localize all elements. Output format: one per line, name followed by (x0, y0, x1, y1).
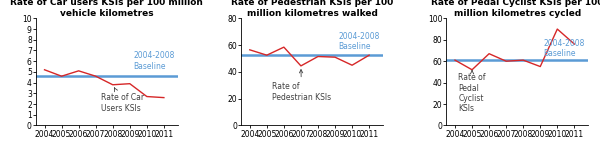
Text: Rate of Car
Users KSIs: Rate of Car Users KSIs (101, 88, 144, 113)
Text: 2004-2008
Baseline: 2004-2008 Baseline (133, 51, 175, 71)
Text: 2004-2008
Baseline: 2004-2008 Baseline (338, 32, 380, 51)
Title: Rate of Pedal Cyclist KSIs per 100
million kilometres cycled: Rate of Pedal Cyclist KSIs per 100 milli… (431, 0, 600, 18)
Title: Rate of Car users KSIs per 100 million
vehicle kilometres: Rate of Car users KSIs per 100 million v… (10, 0, 203, 18)
Text: Rate of
Pedestrian KSIs: Rate of Pedestrian KSIs (272, 70, 331, 102)
Text: 2004-2008
Baseline: 2004-2008 Baseline (544, 39, 585, 58)
Title: Rate of Pedestrian KSIs per 100
million kilometres walked: Rate of Pedestrian KSIs per 100 million … (231, 0, 393, 18)
Text: Rate of
Pedal
Cyclist
KSIs: Rate of Pedal Cyclist KSIs (458, 70, 486, 113)
